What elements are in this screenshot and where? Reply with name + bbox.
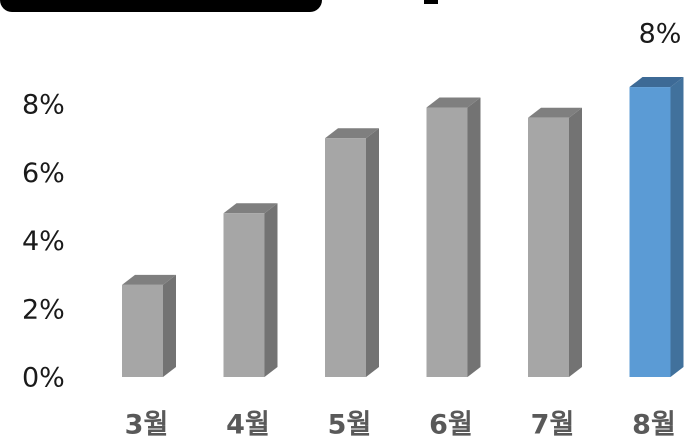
y-tick-label: 8% [22, 90, 65, 121]
bar-side [467, 97, 481, 378]
x-tick-label: 3월 [125, 410, 169, 440]
bar-top [122, 274, 176, 285]
bar-side [366, 128, 379, 377]
y-tick-label: 0% [22, 363, 65, 394]
bar-top [325, 128, 379, 139]
x-tick-label: 5월 [328, 410, 372, 440]
bar-top [629, 77, 684, 88]
x-tick-label: 7월 [531, 410, 575, 440]
x-tick-label: 8월 [632, 410, 676, 440]
bar-top [528, 107, 582, 118]
bar [528, 117, 569, 377]
bar [223, 213, 265, 377]
y-tick-label: 6% [22, 158, 65, 189]
x-tick-label: 4월 [226, 410, 270, 440]
y-tick-label: 4% [22, 226, 65, 257]
bar-top [223, 203, 278, 214]
top-black-pill [0, 0, 322, 12]
bar-side [163, 274, 176, 377]
bar-side [264, 203, 278, 377]
bar-side [569, 107, 582, 377]
data-label: 8% [639, 19, 682, 50]
bar [122, 284, 163, 377]
y-tick-label: 2% [22, 294, 65, 325]
bar-top [426, 97, 481, 108]
bar-side [670, 77, 684, 378]
bar [325, 138, 366, 377]
bar [426, 107, 468, 378]
bar [629, 87, 671, 378]
top-dash-mark [424, 0, 438, 4]
x-tick-label: 6월 [429, 410, 473, 440]
